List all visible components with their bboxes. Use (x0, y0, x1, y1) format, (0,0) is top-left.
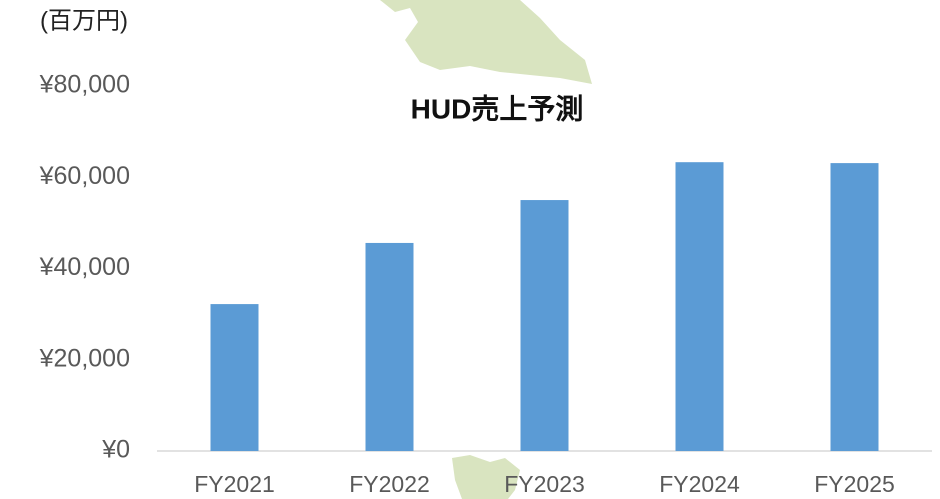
y-tick-label: ¥80,000 (39, 71, 130, 99)
bar (830, 163, 879, 451)
map-background (380, 0, 592, 84)
bar (520, 200, 569, 451)
x-tick-label: FY2025 (814, 471, 895, 497)
x-tick-label: FY2024 (659, 471, 740, 497)
bar (210, 304, 259, 451)
y-tick-label: ¥40,000 (39, 253, 130, 281)
bar (675, 162, 724, 451)
unit-label: (百万円) (40, 7, 128, 34)
y-tick-label: ¥0 (101, 436, 130, 464)
x-tick-label: FY2021 (194, 471, 275, 497)
chart-title: HUD売上予測 (411, 93, 584, 124)
map-background (452, 455, 520, 499)
x-tick-label: FY2023 (504, 471, 585, 497)
x-tick-label: FY2022 (349, 471, 430, 497)
bar (365, 242, 414, 451)
y-tick-label: ¥20,000 (39, 344, 130, 372)
y-tick-label: ¥60,000 (39, 162, 130, 190)
